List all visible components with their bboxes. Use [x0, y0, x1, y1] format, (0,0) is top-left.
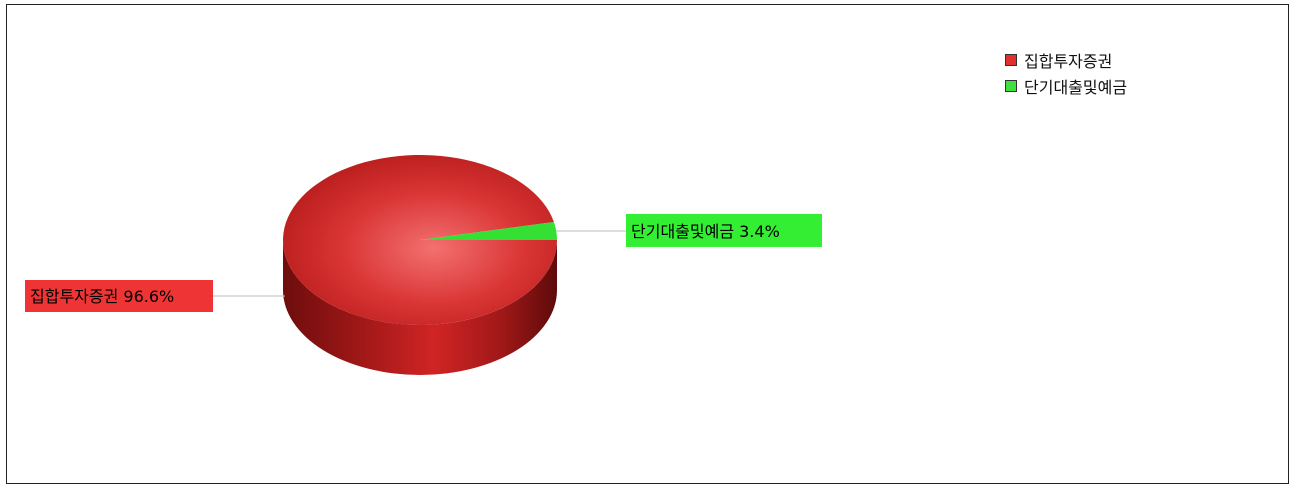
pie-side-wall [283, 240, 557, 375]
legend-swatch-red [1005, 54, 1017, 66]
chart-legend: 집합투자증권 단기대출및예금 [1005, 47, 1127, 99]
legend-label: 단기대출및예금 [1024, 78, 1128, 97]
legend-label: 집합투자증권 [1024, 52, 1113, 71]
legend-swatch-green [1005, 80, 1017, 92]
data-label-box-collective-investment [25, 280, 213, 312]
pie-slice-short-term-loans [420, 221, 557, 240]
pie-slice-collective-investment [283, 154, 557, 325]
data-label-box-short-term-loans [626, 213, 822, 247]
data-label-collective-investment: 집합투자증권 96.6% [30, 287, 174, 306]
legend-item-collective-investment: 집합투자증권 [1005, 47, 1127, 73]
data-label-short-term-loans: 단기대출및예금 3.4% [631, 222, 780, 241]
legend-item-short-term-loans: 단기대출및예금 [1005, 73, 1127, 99]
